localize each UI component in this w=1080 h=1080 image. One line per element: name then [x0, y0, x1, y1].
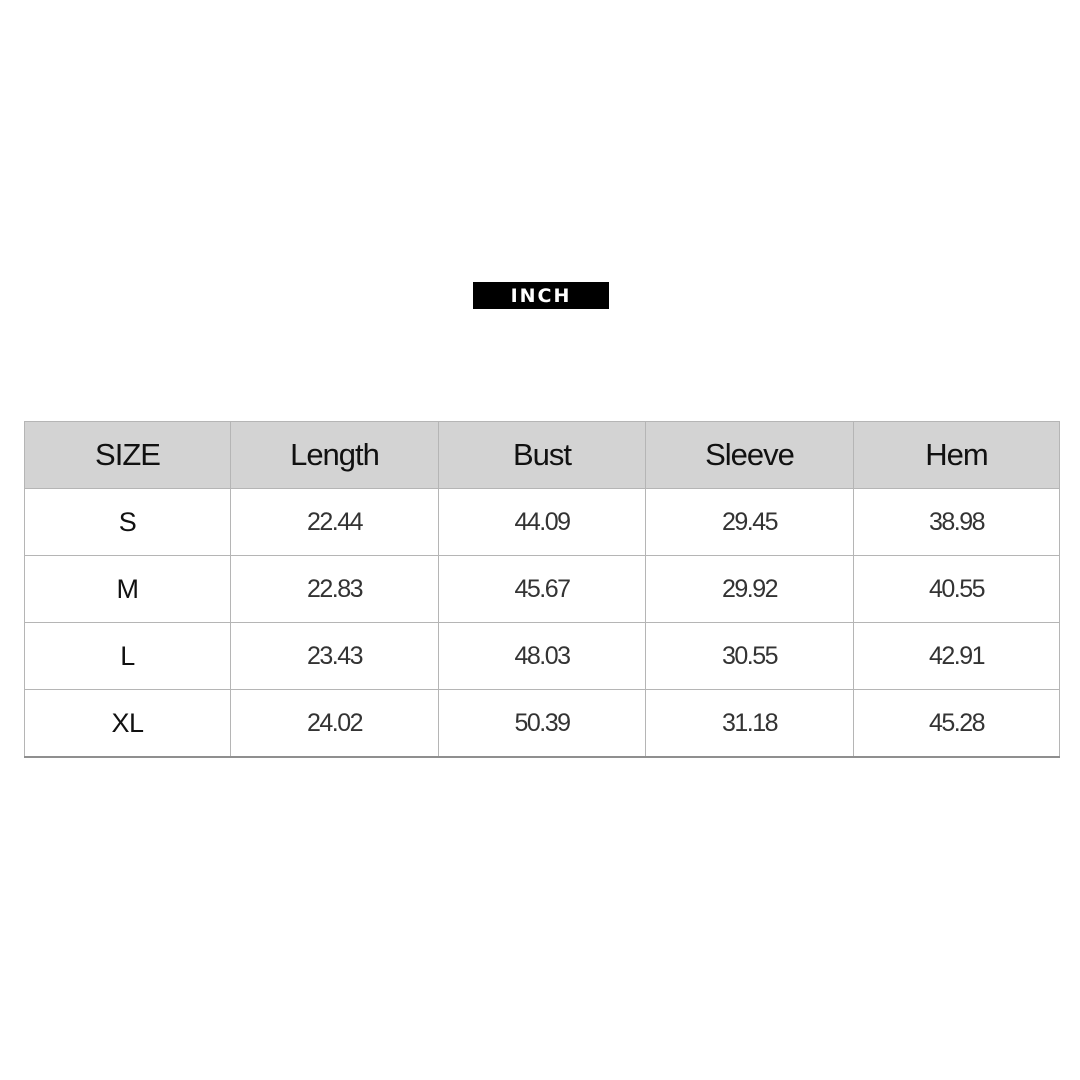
header-size: SIZE [24, 421, 231, 489]
cell-sleeve: 30.55 [645, 622, 854, 690]
cell-bust: 48.03 [438, 622, 646, 690]
cell-size: XL [24, 689, 231, 758]
cell-bust: 44.09 [438, 488, 646, 556]
cell-hem: 45.28 [853, 689, 1060, 758]
table-row: L 23.43 48.03 30.55 42.91 [24, 622, 1060, 690]
table-header-row: SIZE Length Bust Sleeve Hem [24, 421, 1060, 489]
cell-sleeve: 29.92 [645, 555, 854, 623]
header-bust: Bust [438, 421, 646, 489]
cell-bust: 50.39 [438, 689, 646, 758]
table-row: XL 24.02 50.39 31.18 45.28 [24, 689, 1060, 758]
table-row: S 22.44 44.09 29.45 38.98 [24, 488, 1060, 556]
table-row: M 22.83 45.67 29.92 40.55 [24, 555, 1060, 623]
cell-size: L [24, 622, 231, 690]
cell-hem: 40.55 [853, 555, 1060, 623]
cell-length: 24.02 [230, 689, 439, 758]
cell-sleeve: 29.45 [645, 488, 854, 556]
cell-sleeve: 31.18 [645, 689, 854, 758]
header-sleeve: Sleeve [645, 421, 854, 489]
cell-length: 22.44 [230, 488, 439, 556]
header-hem: Hem [853, 421, 1060, 489]
cell-size: S [24, 488, 231, 556]
cell-size: M [24, 555, 231, 623]
unit-label-badge: INCH [473, 282, 609, 309]
cell-bust: 45.67 [438, 555, 646, 623]
cell-hem: 38.98 [853, 488, 1060, 556]
cell-hem: 42.91 [853, 622, 1060, 690]
cell-length: 23.43 [230, 622, 439, 690]
size-chart-table: SIZE Length Bust Sleeve Hem S 22.44 44.09 2… [24, 421, 1060, 758]
cell-length: 22.83 [230, 555, 439, 623]
header-length: Length [230, 421, 439, 489]
